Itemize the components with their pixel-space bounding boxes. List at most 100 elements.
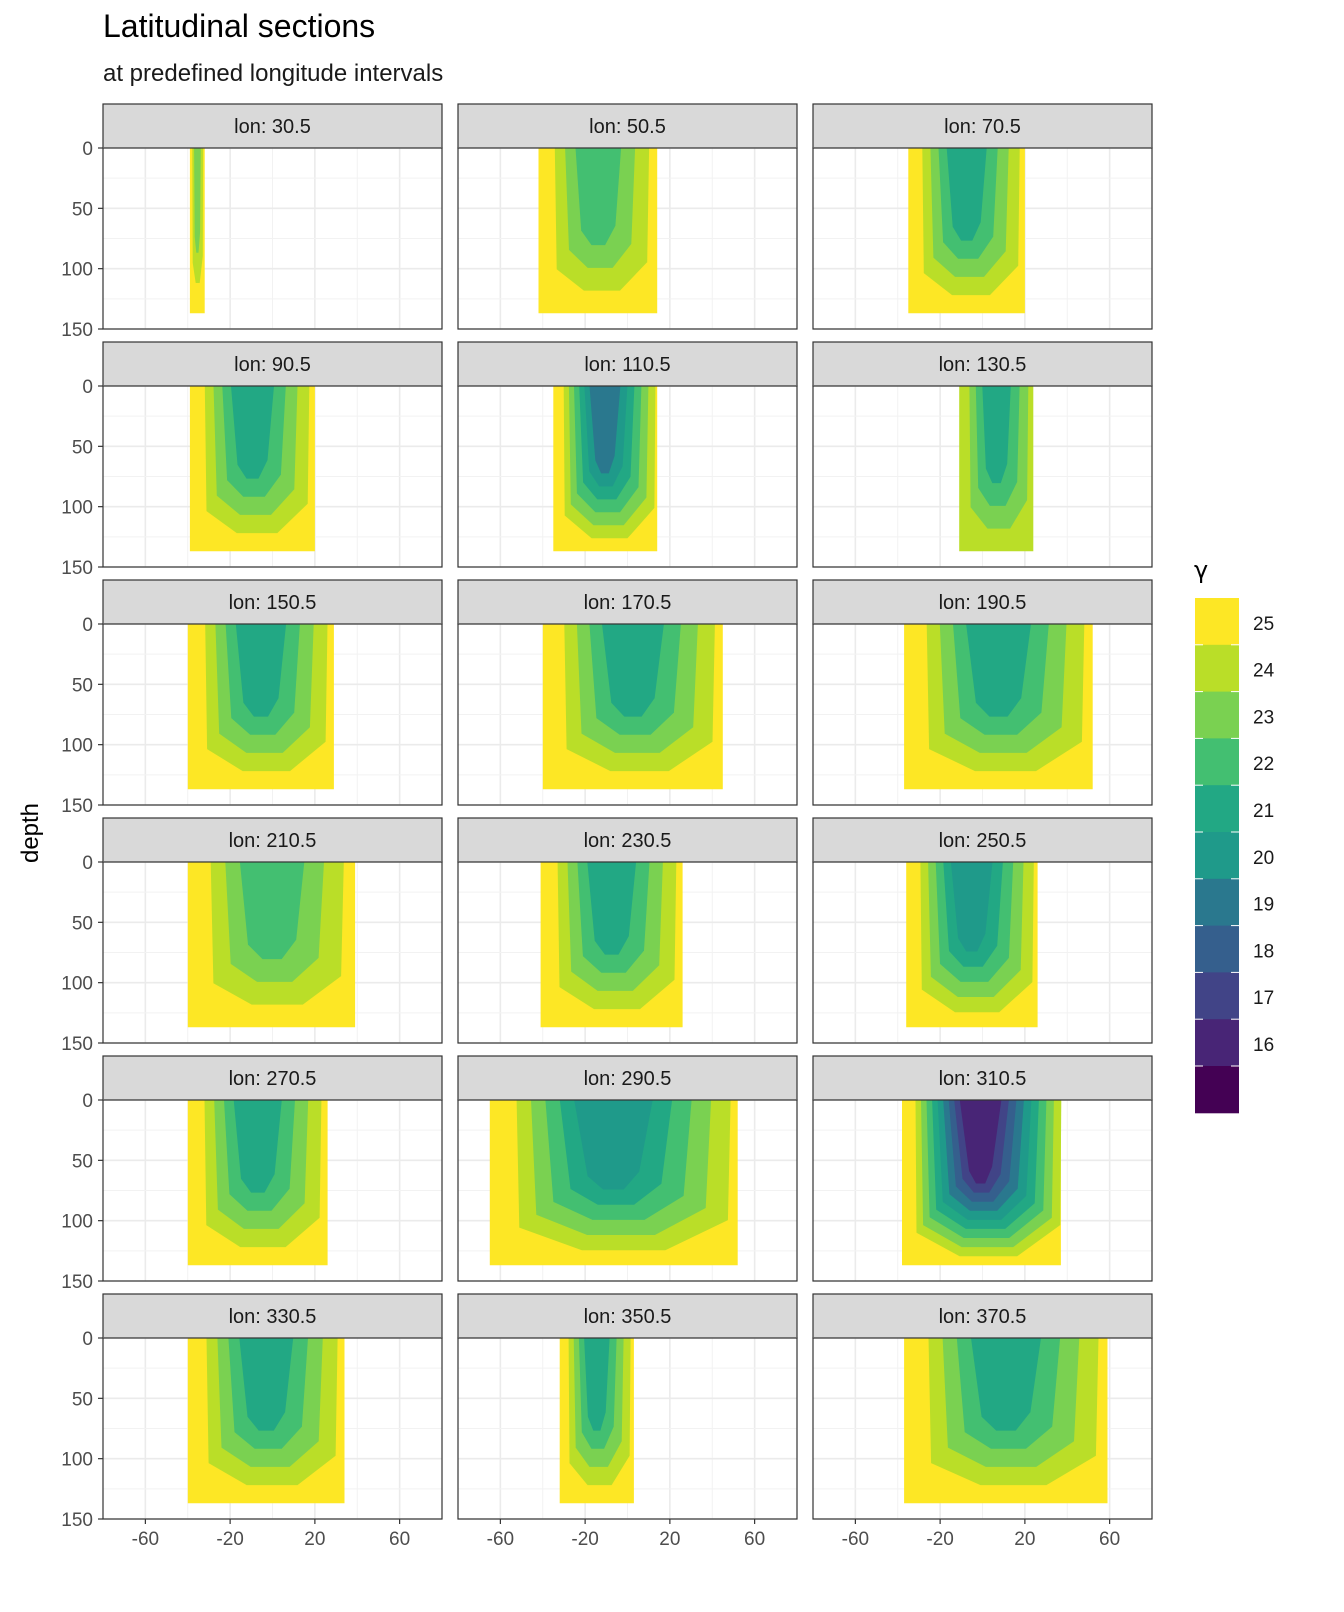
- y-tick-label: 0: [82, 1091, 93, 1112]
- section-contours: [959, 386, 1034, 552]
- contour-band: [589, 386, 621, 474]
- legend-swatch: [1195, 691, 1239, 739]
- contour-band: [950, 862, 993, 952]
- facet-panel: lon: 50.5: [457, 103, 798, 330]
- facet-panel: lon: 370.5 -60 -20 20 60: [812, 1293, 1153, 1550]
- facet-strip: [457, 103, 798, 149]
- section-contours: [187, 1100, 328, 1266]
- panel-border: [812, 385, 1153, 568]
- y-tick-label: 0: [82, 377, 93, 398]
- y-tick-label: 0: [82, 139, 93, 160]
- panel-border: [812, 861, 1153, 1044]
- facet-panel: lon: 190.5: [812, 579, 1153, 806]
- contour-band: [235, 624, 287, 717]
- y-tick-label: 150: [61, 1034, 93, 1055]
- facet-panel: lon: 170.5: [457, 579, 798, 806]
- section-contours: [542, 624, 723, 790]
- section-contours: [187, 1338, 345, 1504]
- facet-strip: [812, 1055, 1153, 1101]
- x-tick-label: -20: [926, 1529, 953, 1550]
- facet-strip: [812, 1293, 1153, 1339]
- facet-panel: lon: 310.5: [812, 1055, 1153, 1282]
- y-tick-label: 50: [72, 199, 93, 220]
- legend-label: 20: [1253, 848, 1274, 869]
- legend-swatch: [1195, 878, 1239, 927]
- facet-label: lon: 150.5: [229, 592, 317, 614]
- facet-label: lon: 350.5: [584, 1306, 672, 1328]
- contour-band: [959, 1100, 1002, 1184]
- facet-strip: [812, 579, 1153, 625]
- x-tick-label: 60: [1099, 1529, 1120, 1550]
- legend-swatch: [1195, 644, 1239, 693]
- section-contours: [902, 1100, 1062, 1266]
- y-tick-label: 150: [61, 1510, 93, 1531]
- facet-label: lon: 250.5: [939, 830, 1027, 852]
- facet-panel: lon: 110.5: [457, 341, 798, 568]
- facet-strip: [457, 817, 798, 863]
- y-tick-label: 50: [72, 913, 93, 934]
- section-contours: [904, 624, 1093, 790]
- panel-border: [812, 1099, 1153, 1282]
- section-contours: [904, 1338, 1108, 1504]
- y-tick-label: 50: [72, 1389, 93, 1410]
- contour-band: [602, 624, 664, 717]
- contour-band: [971, 1338, 1041, 1431]
- contour-band: [194, 148, 201, 253]
- legend-swatch: [1195, 785, 1239, 833]
- legend-swatch: [1195, 925, 1239, 973]
- section-contours: [489, 1100, 738, 1266]
- legend-label: 25: [1253, 614, 1274, 635]
- y-tick-label: 150: [61, 796, 93, 817]
- y-tick-label: 0: [82, 853, 93, 874]
- y-tick-label: 100: [61, 1212, 93, 1233]
- y-tick-label: 50: [72, 1151, 93, 1172]
- x-tick-label: -20: [571, 1529, 598, 1550]
- y-tick-label: 150: [61, 558, 93, 579]
- x-tick-label: -60: [842, 1529, 869, 1550]
- facet-panel: lon: 210.5 0 50 100 150: [61, 817, 443, 1055]
- x-tick-label: 20: [304, 1529, 325, 1550]
- facet-panel: lon: 30.5 0 50 100 150: [61, 103, 443, 341]
- facet-label: lon: 50.5: [589, 116, 666, 138]
- panel-border: [102, 1099, 443, 1282]
- section-contours: [559, 1338, 634, 1504]
- x-tick-label: 60: [389, 1529, 410, 1550]
- panel-border: [102, 1337, 443, 1520]
- facet-label: lon: 190.5: [939, 592, 1027, 614]
- facet-label: lon: 70.5: [944, 116, 1021, 138]
- x-tick-label: 20: [659, 1529, 680, 1550]
- facet-label: lon: 170.5: [584, 592, 672, 614]
- y-tick-label: 100: [61, 260, 93, 281]
- contour-band: [587, 862, 637, 955]
- section-contours: [187, 624, 334, 790]
- facet-strip: [102, 341, 443, 387]
- section-contours: [187, 862, 356, 1028]
- panel-border: [457, 1337, 798, 1520]
- contour-band: [231, 386, 274, 479]
- facet-label: lon: 370.5: [939, 1306, 1027, 1328]
- x-tick-label: 20: [1014, 1529, 1035, 1550]
- y-tick-label: 0: [82, 1329, 93, 1350]
- facet-strip: [102, 1055, 443, 1101]
- facet-panel: lon: 330.5 0 50 100 150 -60 -20 20 60: [61, 1293, 443, 1550]
- facet-panel: lon: 130.5: [812, 341, 1153, 568]
- facet-panel: lon: 290.5: [457, 1055, 798, 1282]
- y-axis-label: depth: [17, 803, 44, 863]
- facet-strip: [457, 1293, 798, 1339]
- legend-label: 22: [1253, 754, 1274, 775]
- facet-panel: lon: 70.5: [812, 103, 1153, 330]
- facet-label: lon: 270.5: [229, 1068, 317, 1090]
- facet-strip: [812, 817, 1153, 863]
- facet-label: lon: 230.5: [584, 830, 672, 852]
- legend-label: 24: [1253, 661, 1275, 682]
- contour-band: [575, 148, 622, 246]
- chart-title: Latitudinal sections: [103, 8, 376, 44]
- section-contours: [553, 386, 658, 552]
- y-tick-label: 100: [61, 736, 93, 757]
- legend-label: 19: [1253, 895, 1274, 916]
- facet-label: lon: 90.5: [234, 354, 311, 376]
- facet-strip: [812, 341, 1153, 387]
- legend-swatch: [1195, 598, 1239, 646]
- y-tick-label: 150: [61, 1272, 93, 1293]
